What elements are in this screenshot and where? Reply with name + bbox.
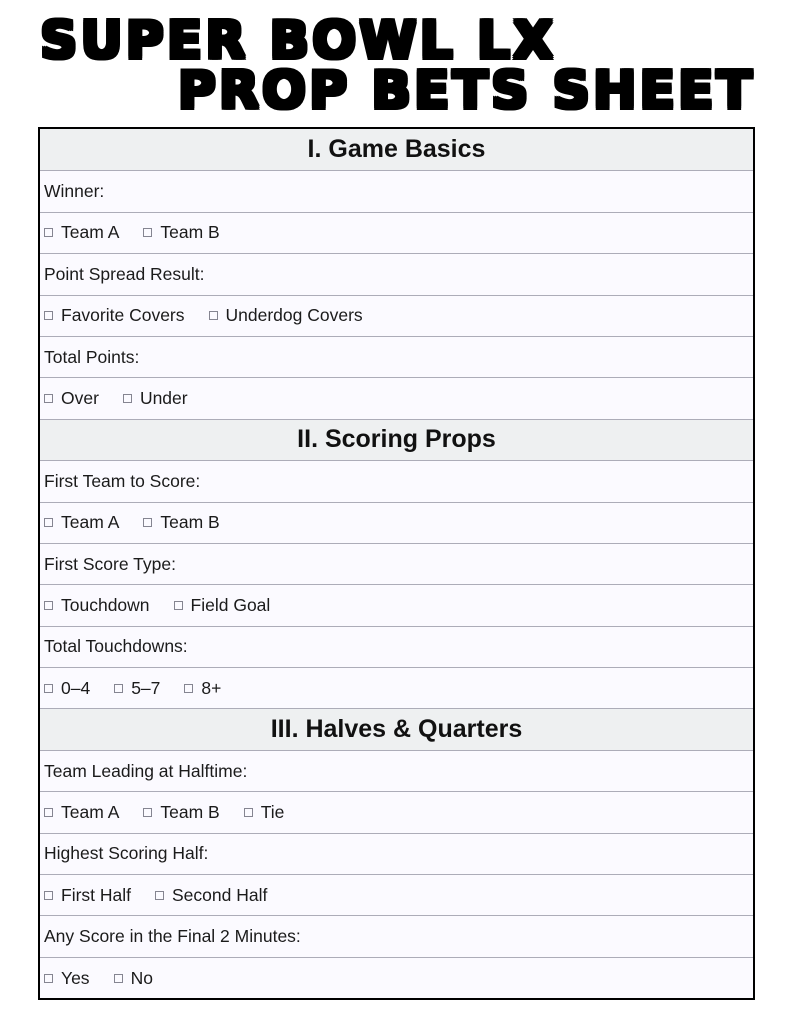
option-label: Touchdown xyxy=(61,594,150,615)
checkbox-option[interactable]: Team B xyxy=(143,222,220,243)
checkbox-option[interactable]: Team A xyxy=(44,512,119,533)
checkbox-icon[interactable] xyxy=(44,807,53,817)
prop-options-winner: Team A Team B xyxy=(40,211,753,253)
option-label: Underdog Covers xyxy=(225,305,363,326)
prop-options-highest-scoring-half: First Half Second Half xyxy=(40,874,753,915)
page-title-line2: PROP BETS SHEET xyxy=(177,61,755,121)
section-header-scoring-props: II. Scoring Props xyxy=(40,418,753,461)
checkbox-option[interactable]: Field Goal xyxy=(173,594,271,616)
prop-options-first-team-score: Team A Team B xyxy=(40,501,753,543)
option-label: Team A xyxy=(61,801,120,822)
checkbox-option[interactable]: 0–4 xyxy=(44,678,90,699)
prop-bets-sheet: I. Game Basics Winner: Team A Team B Poi… xyxy=(38,127,755,1001)
option-label: Team A xyxy=(61,512,120,533)
checkbox-icon[interactable] xyxy=(208,311,218,321)
option-label: Team A xyxy=(61,222,120,243)
prop-label-text: First Team to Score: xyxy=(44,470,201,491)
checkbox-icon[interactable] xyxy=(143,228,153,238)
prop-label-total-points: Total Points: xyxy=(40,335,753,377)
checkbox-option[interactable]: Touchdown xyxy=(44,595,150,616)
checkbox-option[interactable]: Favorite Covers xyxy=(44,305,185,326)
prop-options-score-final-2-min: Yes No xyxy=(40,956,753,998)
prop-label-text: Total Points: xyxy=(44,346,140,367)
option-label: Second Half xyxy=(172,884,268,905)
prop-label-first-score-type: First Score Type: xyxy=(40,542,753,584)
option-label: 0–4 xyxy=(61,677,91,698)
checkbox-icon[interactable] xyxy=(44,228,53,238)
checkbox-icon[interactable] xyxy=(184,683,194,693)
section-header-label: III. Halves & Quarters xyxy=(270,715,523,744)
prop-options-first-score-type: Touchdown Field Goal xyxy=(40,584,753,625)
checkbox-option[interactable]: Second Half xyxy=(155,885,267,906)
prop-options-total-touchdowns: 0–4 5–7 8+ xyxy=(40,667,753,708)
prop-label-text: Point Spread Result: xyxy=(44,263,205,284)
checkbox-icon[interactable] xyxy=(44,394,53,404)
option-label: 8+ xyxy=(201,677,222,698)
checkbox-option[interactable]: Underdog Covers xyxy=(208,305,363,326)
prop-label-text: Winner: xyxy=(44,181,105,202)
section-header-label: II. Scoring Props xyxy=(297,425,496,454)
checkbox-icon[interactable] xyxy=(155,890,164,900)
checkbox-icon[interactable] xyxy=(44,518,53,528)
prop-options-leading-halftime: Team A Team B Tie xyxy=(40,791,753,832)
option-label: Under xyxy=(139,388,188,409)
prop-label-winner: Winner: xyxy=(40,170,753,211)
option-label: Field Goal xyxy=(190,594,271,615)
prop-label-total-touchdowns: Total Touchdowns: xyxy=(40,625,753,667)
checkbox-option[interactable]: First Half xyxy=(44,885,131,906)
checkbox-option[interactable]: Over xyxy=(44,388,99,409)
checkbox-option[interactable]: Tie xyxy=(243,801,285,823)
prop-label-text: Total Touchdowns: xyxy=(44,636,188,657)
checkbox-icon[interactable] xyxy=(44,973,53,983)
prop-label-text: First Score Type: xyxy=(44,553,176,574)
checkbox-option[interactable]: Team A xyxy=(44,802,119,823)
prop-label-leading-halftime: Team Leading at Halftime: xyxy=(40,749,753,791)
checkbox-option[interactable]: Team B xyxy=(143,801,220,823)
option-label: Team B xyxy=(160,512,220,533)
checkbox-icon[interactable] xyxy=(122,394,132,404)
option-label: Over xyxy=(61,388,99,409)
checkbox-icon[interactable] xyxy=(143,807,153,817)
checkbox-option[interactable]: Team B xyxy=(143,512,220,533)
prop-label-point-spread: Point Spread Result: xyxy=(40,253,753,294)
checkbox-icon[interactable] xyxy=(44,600,53,610)
checkbox-icon[interactable] xyxy=(243,807,253,817)
prop-label-text: Any Score in the Final 2 Minutes: xyxy=(44,926,301,947)
option-label: First Half xyxy=(61,884,131,905)
section-header-halves-quarters: III. Halves & Quarters xyxy=(40,708,753,750)
section-header-game-basics: I. Game Basics xyxy=(40,129,753,171)
checkbox-option[interactable]: 5–7 xyxy=(114,678,160,699)
option-label: Team B xyxy=(160,222,220,243)
prop-label-first-team-score: First Team to Score: xyxy=(40,460,753,501)
prop-label-score-final-2-min: Any Score in the Final 2 Minutes: xyxy=(40,915,753,956)
checkbox-icon[interactable] xyxy=(143,518,153,528)
prop-options-point-spread: Favorite Covers Underdog Covers xyxy=(40,294,753,336)
checkbox-icon[interactable] xyxy=(44,890,53,900)
option-label: No xyxy=(130,967,153,988)
option-label: Tie xyxy=(260,801,285,822)
page-title-line1: SUPER BOWL LX xyxy=(40,11,557,71)
prop-label-text: Team Leading at Halftime: xyxy=(44,760,248,781)
prop-options-total-points: Over Under xyxy=(40,377,753,418)
checkbox-option[interactable]: Under xyxy=(122,388,188,409)
checkbox-icon[interactable] xyxy=(113,973,123,983)
checkbox-icon[interactable] xyxy=(44,683,53,693)
checkbox-icon[interactable] xyxy=(114,683,124,693)
prop-label-text: Highest Scoring Half: xyxy=(44,843,209,864)
checkbox-option[interactable]: 8+ xyxy=(184,678,221,699)
checkbox-option[interactable]: No xyxy=(113,967,153,989)
page-title: SUPER BOWL LX PROP BETS SHEET xyxy=(40,11,755,121)
checkbox-option[interactable]: Team A xyxy=(44,222,119,243)
checkbox-icon[interactable] xyxy=(173,600,183,610)
option-label: Favorite Covers xyxy=(61,305,185,326)
checkbox-icon[interactable] xyxy=(44,311,53,321)
prop-label-highest-scoring-half: Highest Scoring Half: xyxy=(40,832,753,874)
checkbox-option[interactable]: Yes xyxy=(44,968,90,989)
option-label: Team B xyxy=(160,801,220,822)
option-label: Yes xyxy=(61,967,90,988)
section-header-label: I. Game Basics xyxy=(307,135,486,164)
option-label: 5–7 xyxy=(131,677,161,698)
